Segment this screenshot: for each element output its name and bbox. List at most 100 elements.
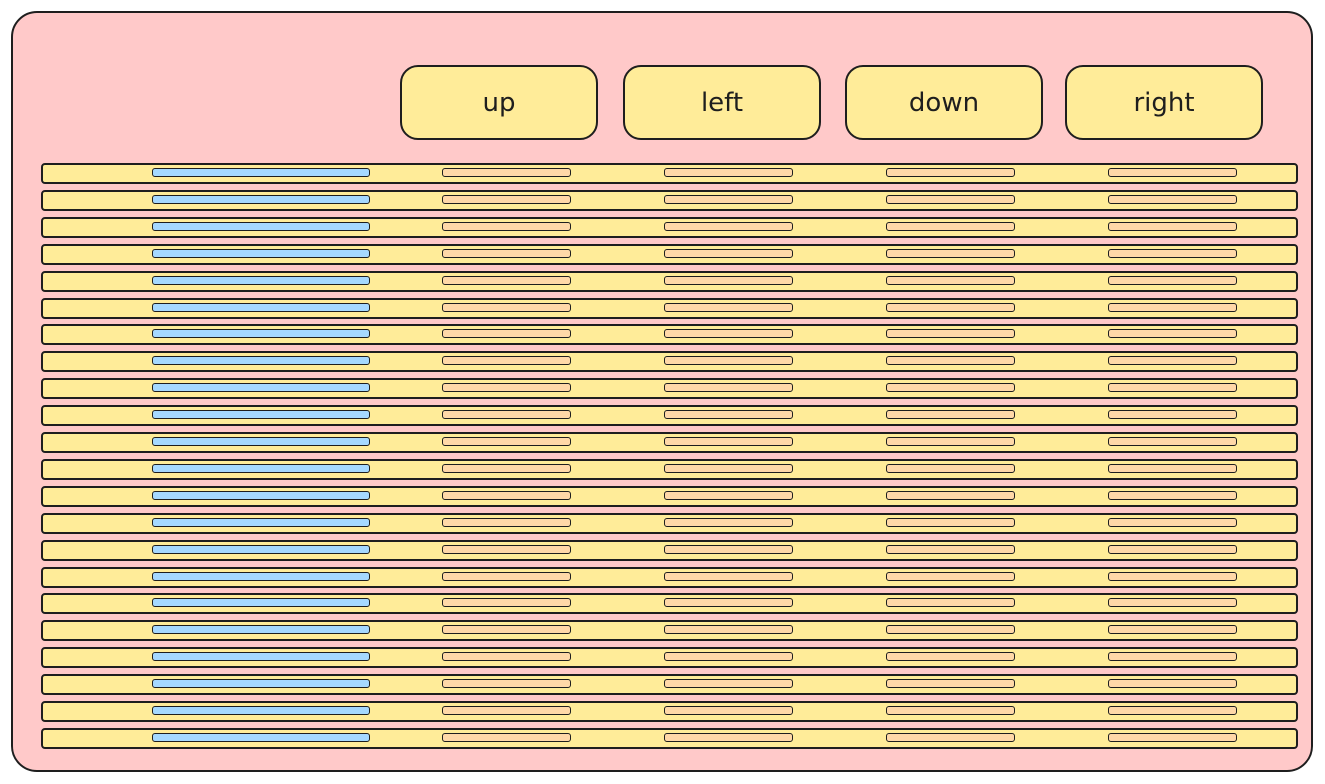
table-row[interactable]: [41, 459, 1298, 480]
table-row[interactable]: [41, 351, 1298, 372]
key-cell[interactable]: [152, 195, 370, 204]
right-cell[interactable]: [1108, 518, 1237, 527]
left-button[interactable]: left: [623, 65, 821, 140]
right-cell[interactable]: [1108, 356, 1237, 365]
up-cell[interactable]: [442, 222, 571, 231]
down-cell[interactable]: [886, 491, 1015, 500]
right-cell[interactable]: [1108, 383, 1237, 392]
up-cell[interactable]: [442, 545, 571, 554]
right-cell[interactable]: [1108, 303, 1237, 312]
up-cell[interactable]: [442, 329, 571, 338]
right-cell[interactable]: [1108, 491, 1237, 500]
up-cell[interactable]: [442, 598, 571, 607]
down-cell[interactable]: [886, 195, 1015, 204]
down-button[interactable]: down: [845, 65, 1043, 140]
left-cell[interactable]: [664, 733, 793, 742]
left-cell[interactable]: [664, 195, 793, 204]
table-row[interactable]: [41, 620, 1298, 641]
down-cell[interactable]: [886, 437, 1015, 446]
table-row[interactable]: [41, 271, 1298, 292]
key-cell[interactable]: [152, 679, 370, 688]
table-row[interactable]: [41, 647, 1298, 668]
table-row[interactable]: [41, 405, 1298, 426]
down-cell[interactable]: [886, 625, 1015, 634]
up-cell[interactable]: [442, 733, 571, 742]
up-cell[interactable]: [442, 276, 571, 285]
up-cell[interactable]: [442, 195, 571, 204]
table-row[interactable]: [41, 244, 1298, 265]
key-cell[interactable]: [152, 222, 370, 231]
key-cell[interactable]: [152, 706, 370, 715]
left-cell[interactable]: [664, 410, 793, 419]
key-cell[interactable]: [152, 168, 370, 177]
key-cell[interactable]: [152, 249, 370, 258]
up-cell[interactable]: [442, 168, 571, 177]
right-cell[interactable]: [1108, 572, 1237, 581]
key-cell[interactable]: [152, 491, 370, 500]
right-cell[interactable]: [1108, 652, 1237, 661]
right-cell[interactable]: [1108, 195, 1237, 204]
table-row[interactable]: [41, 324, 1298, 345]
down-cell[interactable]: [886, 572, 1015, 581]
left-cell[interactable]: [664, 545, 793, 554]
down-cell[interactable]: [886, 545, 1015, 554]
right-cell[interactable]: [1108, 276, 1237, 285]
key-cell[interactable]: [152, 356, 370, 365]
left-cell[interactable]: [664, 303, 793, 312]
up-cell[interactable]: [442, 518, 571, 527]
left-cell[interactable]: [664, 572, 793, 581]
left-cell[interactable]: [664, 276, 793, 285]
key-cell[interactable]: [152, 437, 370, 446]
right-cell[interactable]: [1108, 222, 1237, 231]
right-cell[interactable]: [1108, 545, 1237, 554]
table-row[interactable]: [41, 540, 1298, 561]
down-cell[interactable]: [886, 356, 1015, 365]
table-row[interactable]: [41, 701, 1298, 722]
left-cell[interactable]: [664, 598, 793, 607]
left-cell[interactable]: [664, 706, 793, 715]
down-cell[interactable]: [886, 706, 1015, 715]
up-cell[interactable]: [442, 679, 571, 688]
up-cell[interactable]: [442, 383, 571, 392]
up-cell[interactable]: [442, 625, 571, 634]
left-cell[interactable]: [664, 222, 793, 231]
key-cell[interactable]: [152, 410, 370, 419]
table-row[interactable]: [41, 567, 1298, 588]
down-cell[interactable]: [886, 518, 1015, 527]
left-cell[interactable]: [664, 625, 793, 634]
right-cell[interactable]: [1108, 625, 1237, 634]
key-cell[interactable]: [152, 545, 370, 554]
up-cell[interactable]: [442, 572, 571, 581]
key-cell[interactable]: [152, 572, 370, 581]
table-row[interactable]: [41, 190, 1298, 211]
up-cell[interactable]: [442, 356, 571, 365]
table-row[interactable]: [41, 486, 1298, 507]
left-cell[interactable]: [664, 464, 793, 473]
up-cell[interactable]: [442, 303, 571, 312]
down-cell[interactable]: [886, 276, 1015, 285]
table-row[interactable]: [41, 728, 1298, 749]
up-cell[interactable]: [442, 491, 571, 500]
up-cell[interactable]: [442, 706, 571, 715]
right-cell[interactable]: [1108, 168, 1237, 177]
right-cell[interactable]: [1108, 706, 1237, 715]
table-row[interactable]: [41, 217, 1298, 238]
key-cell[interactable]: [152, 276, 370, 285]
key-cell[interactable]: [152, 652, 370, 661]
right-cell[interactable]: [1108, 679, 1237, 688]
up-cell[interactable]: [442, 249, 571, 258]
left-cell[interactable]: [664, 249, 793, 258]
down-cell[interactable]: [886, 168, 1015, 177]
key-cell[interactable]: [152, 598, 370, 607]
down-cell[interactable]: [886, 249, 1015, 258]
right-cell[interactable]: [1108, 733, 1237, 742]
up-cell[interactable]: [442, 410, 571, 419]
table-row[interactable]: [41, 674, 1298, 695]
down-cell[interactable]: [886, 679, 1015, 688]
down-cell[interactable]: [886, 222, 1015, 231]
left-cell[interactable]: [664, 518, 793, 527]
key-cell[interactable]: [152, 518, 370, 527]
left-cell[interactable]: [664, 356, 793, 365]
table-row[interactable]: [41, 593, 1298, 614]
left-cell[interactable]: [664, 679, 793, 688]
